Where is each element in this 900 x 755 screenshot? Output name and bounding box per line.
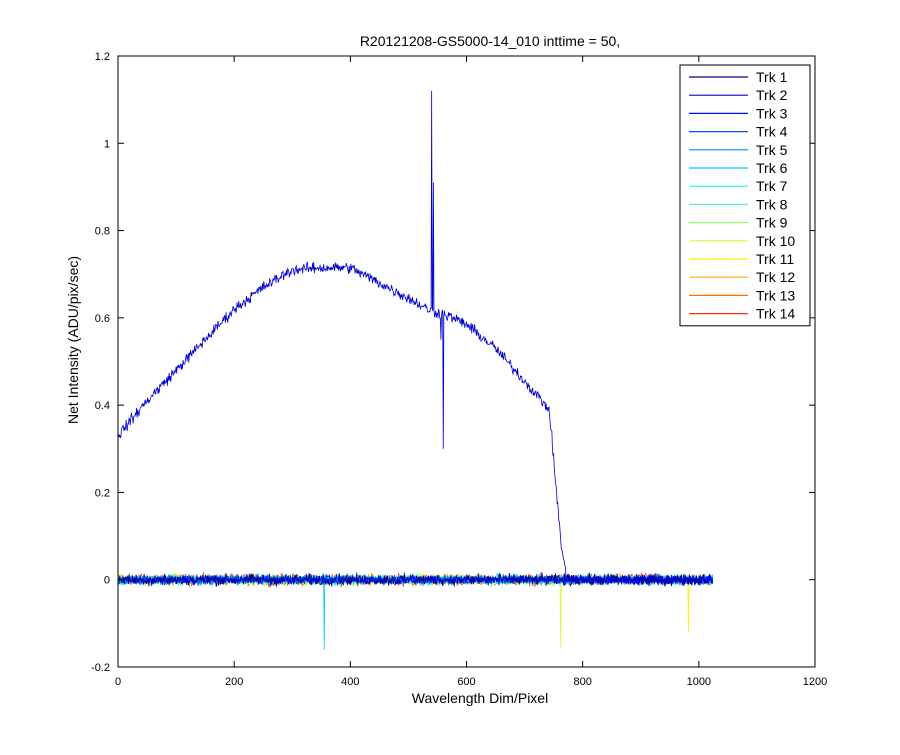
x-tick-label: 600 [457, 676, 475, 688]
y-tick-label: 0.2 [95, 487, 110, 499]
y-tick-label: 0.4 [95, 400, 110, 412]
plot-lines [118, 90, 714, 650]
legend-label: Trk 7 [756, 178, 788, 194]
legend-label: Trk 14 [756, 306, 795, 322]
x-tick-label: 800 [573, 676, 591, 688]
legend-box [679, 64, 811, 327]
y-tick-label: 1.2 [95, 51, 110, 63]
legend-label: Trk 8 [756, 196, 788, 212]
legend-label: Trk 11 [756, 251, 794, 267]
series-line-trk-1 [118, 572, 714, 588]
x-axis-label: Wavelength Dim/Pixel [412, 690, 548, 706]
y-tick-label: 0 [104, 575, 110, 587]
legend-label: Trk 10 [756, 233, 795, 249]
x-tick-label: 400 [341, 676, 359, 688]
legend-label: Trk 5 [756, 142, 788, 158]
y-axis-label: Net Intensity (ADU/pix/sec) [65, 256, 81, 424]
series-line-trk-2 [118, 90, 713, 587]
y-tick-label: 1 [104, 138, 110, 150]
y-tick-label: -0.2 [91, 662, 110, 674]
legend-label: Trk 9 [756, 215, 788, 231]
legend: Trk 1 Trk 2 Trk 3 Trk 4 Trk 5 Trk 6 Trk 7 Trk 8… [679, 64, 811, 327]
legend-label: Trk 3 [756, 105, 788, 121]
x-tick-label: 200 [225, 676, 243, 688]
legend-label: Trk 4 [756, 124, 788, 140]
chart-title: R20121208-GS5000-14_010 inttime = 50, [360, 33, 620, 49]
legend-label: Trk 6 [756, 160, 788, 176]
y-tick-label: 0.6 [95, 313, 110, 325]
axis-ticks: 0 200 400 600 800 1000 1200 -0.2 0 0.2 0.4 0.6 0.8 1 1… [91, 51, 827, 688]
y-tick-label: 0.8 [95, 226, 110, 238]
legend-label: Trk 1 [756, 69, 788, 85]
x-tick-label: 1000 [687, 676, 711, 688]
x-tick-label: 1200 [803, 676, 827, 688]
legend-label: Trk 13 [756, 287, 795, 303]
legend-label: Trk 12 [756, 269, 795, 285]
x-tick-label: 0 [115, 676, 121, 688]
legend-label: Trk 2 [756, 87, 788, 103]
